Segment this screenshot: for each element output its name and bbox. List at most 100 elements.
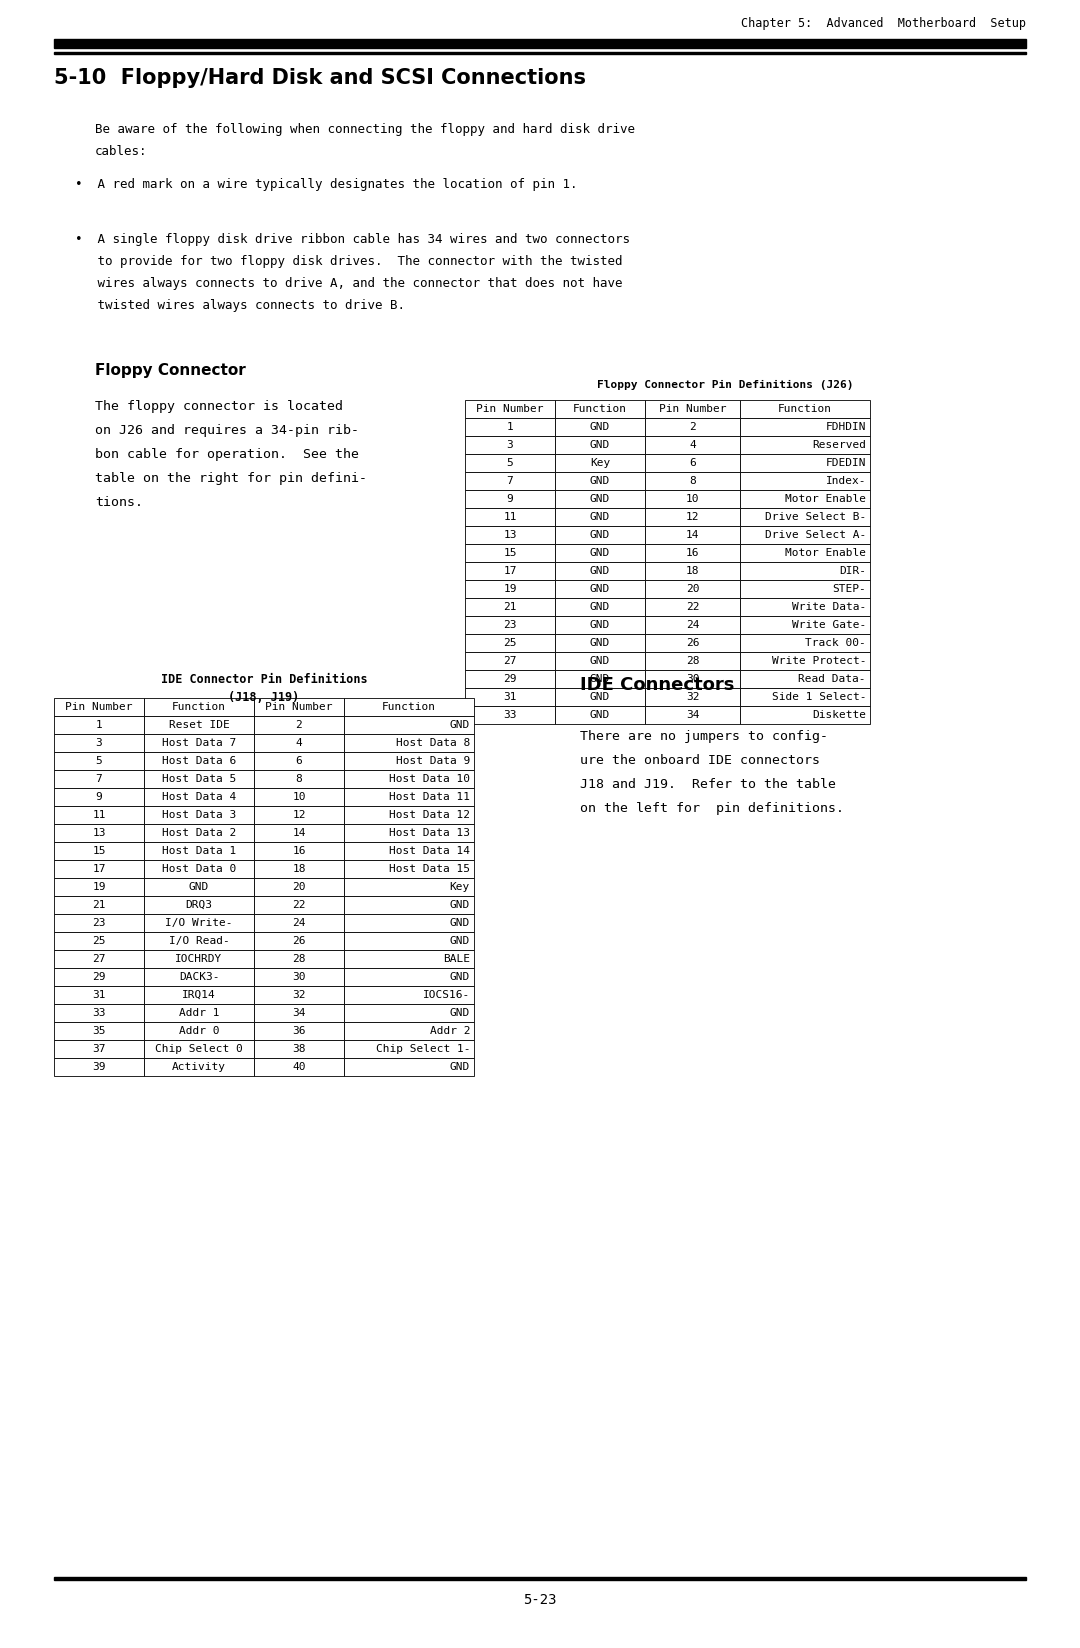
Text: Host Data 2: Host Data 2 (162, 827, 237, 837)
Text: 23: 23 (503, 620, 516, 630)
Bar (465, 687, 555, 705)
Text: Host Data 3: Host Data 3 (162, 811, 237, 821)
Text: GND: GND (590, 494, 610, 504)
Text: GND: GND (189, 882, 210, 892)
Bar (254, 949, 345, 967)
Bar (555, 598, 645, 616)
Bar (54, 842, 144, 860)
Text: •  A red mark on a wire typically designates the location of pin 1.: • A red mark on a wire typically designa… (75, 178, 578, 191)
Bar (465, 634, 555, 653)
Bar (144, 733, 254, 751)
Bar (345, 751, 474, 770)
Bar (345, 933, 474, 949)
Bar (254, 1058, 345, 1076)
Text: Host Data 14: Host Data 14 (389, 845, 470, 855)
Text: Activity: Activity (172, 1061, 226, 1071)
Bar (465, 544, 555, 562)
Bar (465, 653, 555, 671)
Text: 20: 20 (293, 882, 306, 892)
Text: 15: 15 (503, 549, 516, 559)
Bar (645, 598, 740, 616)
Bar (254, 842, 345, 860)
Text: to provide for two floppy disk drives.  The connector with the twisted: to provide for two floppy disk drives. T… (75, 255, 622, 269)
Text: 17: 17 (503, 565, 516, 577)
Text: 29: 29 (503, 674, 516, 684)
Text: 31: 31 (503, 692, 516, 702)
Bar (465, 489, 555, 508)
Bar (740, 562, 870, 580)
Bar (645, 437, 740, 453)
Text: J18 and J19.  Refer to the table: J18 and J19. Refer to the table (580, 778, 836, 791)
Bar (345, 986, 474, 1004)
Text: Chapter 5:  Advanced  Motherboard  Setup: Chapter 5: Advanced Motherboard Setup (741, 16, 1026, 30)
Text: 28: 28 (686, 656, 699, 666)
Bar (465, 671, 555, 687)
Bar (345, 915, 474, 933)
Bar (144, 933, 254, 949)
Text: IRQ14: IRQ14 (183, 990, 216, 1000)
Text: GND: GND (449, 1009, 470, 1018)
Bar (740, 671, 870, 687)
Text: 4: 4 (296, 738, 302, 748)
Text: Host Data 13: Host Data 13 (389, 827, 470, 837)
Bar (555, 508, 645, 526)
Text: GND: GND (449, 720, 470, 730)
Text: GND: GND (449, 918, 470, 928)
Bar (345, 1040, 474, 1058)
Bar (465, 580, 555, 598)
Text: 30: 30 (293, 972, 306, 982)
Text: 27: 27 (92, 954, 106, 964)
Bar (555, 544, 645, 562)
Text: 34: 34 (686, 710, 699, 720)
Text: GND: GND (590, 656, 610, 666)
Text: 9: 9 (96, 793, 103, 803)
Text: 6: 6 (689, 458, 696, 468)
Bar (144, 915, 254, 933)
Bar (254, 751, 345, 770)
Text: IOCS16-: IOCS16- (422, 990, 470, 1000)
Text: GND: GND (590, 692, 610, 702)
Text: Function: Function (172, 702, 226, 712)
Bar (740, 705, 870, 723)
Text: 21: 21 (503, 602, 516, 611)
Bar (465, 437, 555, 453)
Text: on J26 and requires a 34-pin rib-: on J26 and requires a 34-pin rib- (95, 424, 359, 437)
Bar (54, 733, 144, 751)
Text: Reset IDE: Reset IDE (168, 720, 229, 730)
Text: IDE Connectors: IDE Connectors (580, 676, 734, 694)
Text: 27: 27 (503, 656, 516, 666)
Text: Write Protect-: Write Protect- (771, 656, 866, 666)
Text: 14: 14 (293, 827, 306, 837)
Text: 16: 16 (686, 549, 699, 559)
Bar (740, 453, 870, 471)
Text: Host Data 0: Host Data 0 (162, 864, 237, 873)
Bar (465, 453, 555, 471)
Bar (144, 715, 254, 733)
Text: 40: 40 (293, 1061, 306, 1071)
Text: Chip Select 0: Chip Select 0 (156, 1043, 243, 1055)
Bar (144, 788, 254, 806)
Bar (645, 580, 740, 598)
Bar (345, 878, 474, 897)
Bar (254, 1022, 345, 1040)
Text: 32: 32 (293, 990, 306, 1000)
Text: Diskette: Diskette (812, 710, 866, 720)
Bar (54, 860, 144, 878)
Text: GND: GND (590, 440, 610, 450)
Text: 9: 9 (507, 494, 513, 504)
Text: GND: GND (590, 620, 610, 630)
Bar (645, 687, 740, 705)
Bar (144, 770, 254, 788)
Text: Write Data-: Write Data- (792, 602, 866, 611)
Bar (254, 1004, 345, 1022)
Text: 25: 25 (92, 936, 106, 946)
Text: 24: 24 (686, 620, 699, 630)
Text: 10: 10 (293, 793, 306, 803)
Text: IOCHRDY: IOCHRDY (175, 954, 222, 964)
Text: Host Data 12: Host Data 12 (389, 811, 470, 821)
Text: 28: 28 (293, 954, 306, 964)
Bar (144, 1022, 254, 1040)
Bar (740, 687, 870, 705)
Bar (345, 770, 474, 788)
Text: Track 00-: Track 00- (806, 638, 866, 648)
